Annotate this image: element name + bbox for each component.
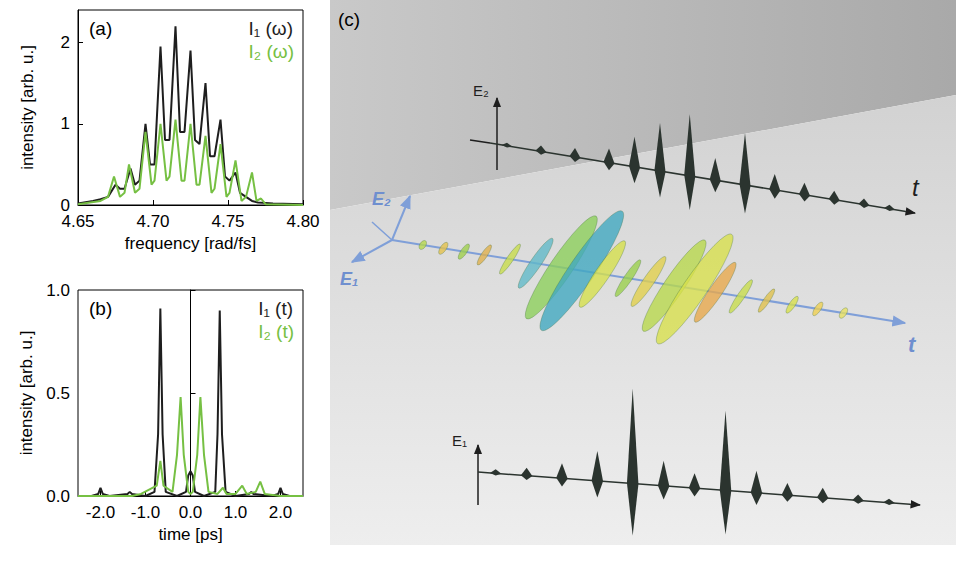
- svg-text:0.0: 0.0: [46, 487, 70, 506]
- svg-text:4.70: 4.70: [136, 212, 169, 231]
- svg-text:4.80: 4.80: [286, 212, 319, 231]
- svg-text:-2.0: -2.0: [86, 503, 115, 522]
- svg-text:E₁: E₁: [452, 432, 467, 449]
- svg-text:(b): (b): [89, 298, 112, 319]
- svg-text:I₁ (ω): I₁ (ω): [249, 18, 293, 39]
- svg-text:intensity [arb. u.]: intensity [arb. u.]: [17, 331, 36, 456]
- svg-text:1.0: 1.0: [224, 503, 248, 522]
- svg-text:frequency [rad/fs]: frequency [rad/fs]: [125, 234, 256, 253]
- svg-text:E₂: E₂: [372, 189, 391, 209]
- svg-text:I₁ (t): I₁ (t): [258, 298, 293, 319]
- svg-text:-1.0: -1.0: [131, 503, 160, 522]
- svg-text:0.0: 0.0: [179, 503, 203, 522]
- svg-text:0: 0: [60, 195, 70, 215]
- svg-text:t: t: [912, 174, 920, 201]
- svg-text:(c): (c): [338, 9, 360, 30]
- svg-text:4.65: 4.65: [61, 212, 94, 231]
- svg-text:E₂: E₂: [473, 82, 489, 99]
- svg-text:2.0: 2.0: [269, 503, 293, 522]
- svg-text:(a): (a): [89, 18, 112, 39]
- svg-text:0.5: 0.5: [46, 384, 70, 403]
- svg-text:E₁: E₁: [340, 269, 358, 289]
- svg-text:1: 1: [61, 114, 70, 133]
- svg-text:time [ps]: time [ps]: [158, 525, 222, 544]
- svg-text:intensity [arb. u.]: intensity [arb. u.]: [18, 45, 37, 170]
- svg-text:4.75: 4.75: [211, 212, 244, 231]
- svg-text:2: 2: [61, 33, 70, 52]
- svg-text:I₂ (t): I₂ (t): [258, 321, 294, 342]
- svg-text:1.0: 1.0: [46, 281, 70, 300]
- svg-text:t: t: [908, 332, 917, 357]
- svg-text:I₂ (ω): I₂ (ω): [249, 41, 294, 62]
